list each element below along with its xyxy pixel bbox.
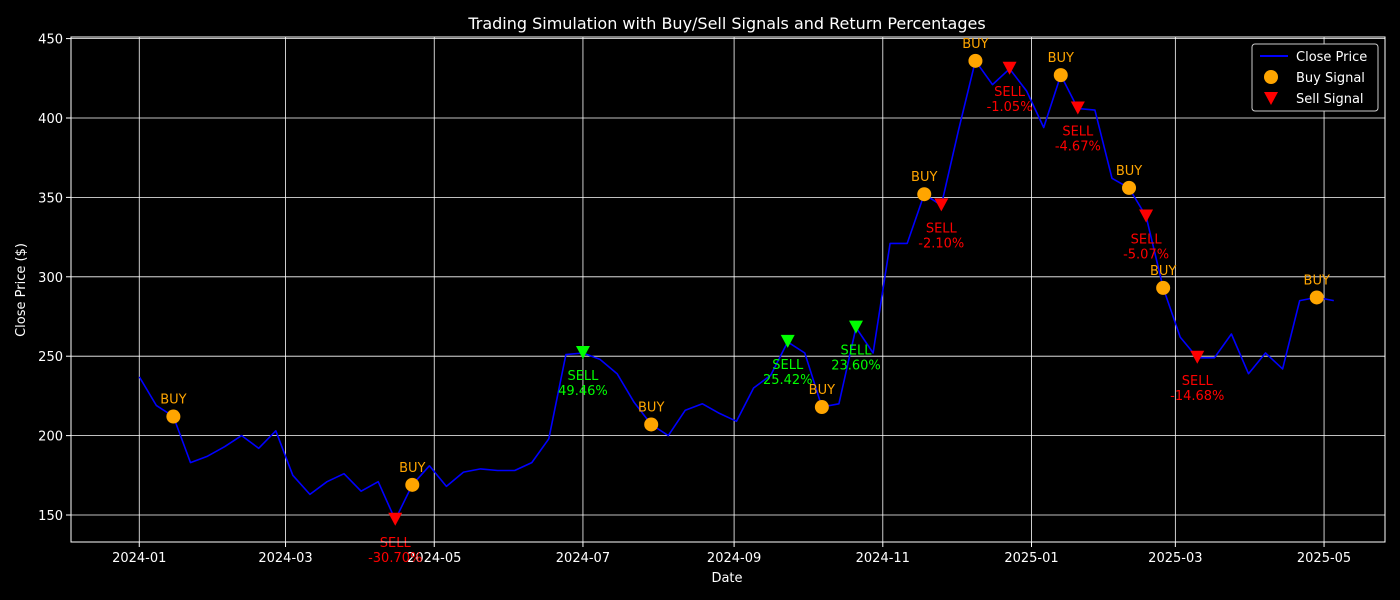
x-tick-label: 2024-01 [112, 551, 166, 566]
buy-signal-marker [1122, 180, 1137, 195]
sell-signal-marker [934, 198, 949, 212]
buy-label: BUY [1304, 273, 1330, 288]
y-tick-label: 150 [38, 509, 63, 524]
sell-label: SELL [1062, 124, 1094, 139]
buy-signal-marker [968, 53, 983, 68]
buy-label: BUY [1150, 264, 1176, 279]
x-tick-label: 2024-05 [407, 551, 461, 566]
x-tick-label: 2025-01 [1004, 551, 1058, 566]
sell-label: SELL [1131, 232, 1163, 247]
sell-label: SELL [567, 369, 599, 384]
x-tick-label: 2025-03 [1148, 551, 1202, 566]
sell-return-label: -2.10% [918, 236, 964, 251]
y-axis-label: Close Price ($) [14, 243, 29, 337]
legend-label-sell-signal: Sell Signal [1296, 92, 1364, 107]
sell-label: SELL [926, 221, 958, 236]
sell-return-label: -5.07% [1123, 247, 1169, 262]
sell-signal-marker [388, 512, 403, 526]
x-tick-label: 2024-07 [556, 551, 610, 566]
sell-label: SELL [380, 536, 412, 551]
buy-label: BUY [638, 400, 664, 415]
y-tick-label: 250 [38, 350, 63, 365]
sell-label: SELL [841, 344, 873, 359]
legend-box [1251, 43, 1379, 112]
sell-signal-marker [575, 346, 590, 360]
sell-return-label: 23.60% [831, 359, 881, 374]
buy-label: BUY [399, 461, 425, 476]
sell-signal-marker [1002, 61, 1017, 75]
y-tick-label: 200 [38, 430, 63, 445]
buy-label: BUY [1116, 164, 1142, 179]
sell-signal-marker [848, 320, 863, 334]
grid-lines [71, 37, 1385, 542]
sell-return-label: -30.70% [368, 551, 422, 566]
plot-area-frame [70, 36, 1386, 543]
legend-label-buy-signal: Buy Signal [1296, 71, 1365, 86]
y-tick-label: 300 [38, 271, 63, 286]
sell-label: SELL [772, 358, 804, 373]
y-tick-label: 400 [38, 112, 63, 127]
buy-signal-marker [1156, 280, 1171, 295]
price-line-layer [138, 59, 1334, 521]
close-price-line [138, 59, 1334, 521]
signal-annotations: BUYBUYBUYBUYBUYBUYBUYBUYBUYBUYSELL-30.70… [160, 37, 1330, 566]
buy-signal-marker [917, 187, 932, 202]
legend-label-close-price: Close Price [1296, 50, 1367, 65]
buy-label: BUY [160, 393, 186, 408]
x-tick-label: 2024-11 [856, 551, 910, 566]
sell-return-label: 25.42% [763, 373, 813, 388]
sell-return-label: -1.05% [987, 100, 1033, 115]
buy-label: BUY [962, 37, 988, 52]
sell-signal-marker [780, 334, 795, 348]
buy-label: BUY [1048, 51, 1074, 66]
buy-signal-marker [166, 409, 181, 424]
x-axis-label: Date [711, 571, 742, 586]
x-tick-label: 2024-09 [707, 551, 761, 566]
sell-signal-marker [1139, 209, 1154, 223]
axis-ticks: 2024-01 2024-03 2024-05 2024-07 2024-09 2024-… [38, 33, 1351, 566]
x-tick-label: 2025-05 [1297, 551, 1351, 566]
x-tick-label: 2024-03 [258, 551, 312, 566]
buy-label: BUY [911, 170, 937, 185]
chart-title: Trading Simulation with Buy/Sell Signals… [467, 14, 985, 33]
buy-signal-marker [814, 400, 829, 415]
buy-signal-marker [1309, 290, 1324, 305]
buy-signal-marker [1053, 68, 1068, 83]
buy-signal-marker [644, 417, 659, 432]
sell-label: SELL [994, 85, 1026, 100]
sell-return-label: -14.68% [1170, 389, 1224, 404]
buy-signal-marker [405, 477, 420, 492]
signal-markers [166, 53, 1324, 526]
sell-signal-marker [1190, 350, 1205, 364]
legend-buy-swatch [1264, 70, 1278, 84]
legend-sell-swatch [1264, 92, 1278, 105]
sell-return-label: 49.46% [558, 384, 608, 399]
sell-signal-marker [1070, 101, 1085, 115]
legend: Close Price Buy Signal Sell Signal [1251, 43, 1379, 112]
y-tick-label: 450 [38, 33, 63, 48]
buy-label: BUY [809, 383, 835, 398]
y-tick-label: 350 [38, 191, 63, 206]
sell-label: SELL [1182, 374, 1214, 389]
sell-return-label: -4.67% [1055, 139, 1101, 154]
